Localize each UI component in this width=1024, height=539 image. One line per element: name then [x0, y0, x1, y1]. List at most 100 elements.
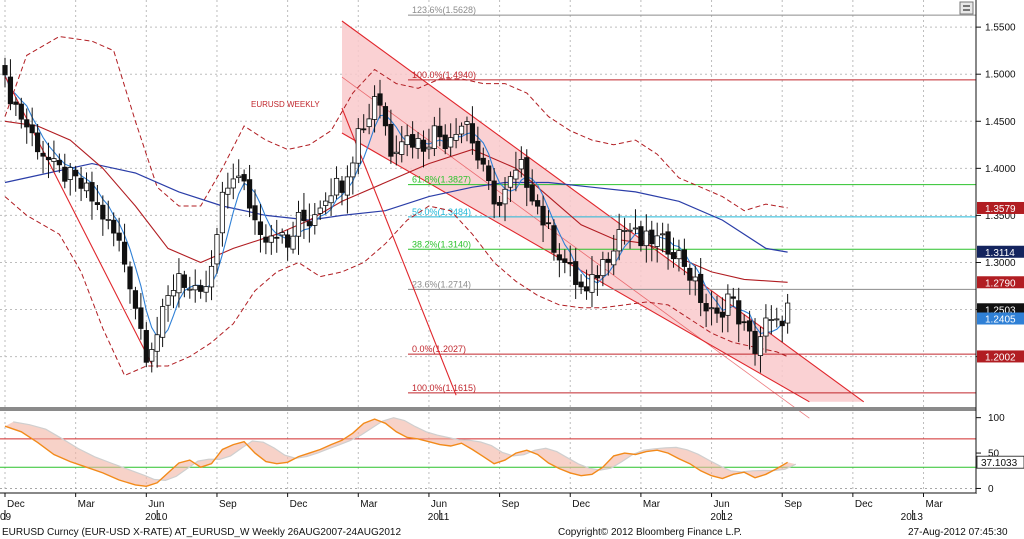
fib-level-label: 123.6%(1.5628): [412, 5, 476, 15]
price-tick-label: 1.4000: [985, 164, 1016, 175]
candle-up: [643, 230, 649, 247]
candle-up: [589, 274, 595, 293]
candle-up: [312, 214, 318, 226]
instrument-footer: EURUSD Curncy (EUR-USD X-RATE) AT_EURUSD…: [2, 527, 401, 538]
candle-down: [687, 267, 693, 281]
candle-up: [600, 259, 606, 277]
candle-down: [18, 103, 24, 120]
fib-level-label: 38.2%(1.3140): [412, 239, 471, 249]
osc-tick-label: 50: [988, 449, 1000, 460]
price-panel: 123.6%(1.5628) 100.0%(1.4940) 61.8%(1.3827…: [2, 5, 976, 419]
candle-down: [127, 266, 133, 290]
candle-up: [621, 230, 628, 232]
candle-down: [698, 273, 704, 303]
candle-up: [725, 293, 731, 316]
candle-down: [442, 134, 448, 149]
time-axis-bg: [0, 493, 976, 521]
osc-tick-label: 100: [988, 413, 1005, 424]
month-label: Dec: [7, 499, 25, 510]
candle-down: [420, 139, 427, 152]
candle-down: [703, 303, 709, 312]
candle-up: [518, 159, 524, 170]
candle-up: [774, 318, 780, 321]
candle-down: [382, 106, 389, 127]
candle-up: [426, 146, 432, 150]
candle-down: [573, 261, 579, 285]
year-label: 09: [0, 512, 12, 523]
lower-band: [4, 196, 788, 377]
candle-up: [458, 125, 465, 135]
candle-up: [192, 285, 198, 291]
price-badge: [977, 312, 1024, 325]
trend-lines: [4, 75, 457, 396]
candle-down: [551, 225, 557, 253]
fib-level-label: 100.0%(1.1615): [412, 383, 476, 393]
chart-options-icon[interactable]: [959, 1, 974, 15]
candle-down: [714, 307, 720, 314]
year-label: 2012: [710, 512, 733, 523]
candle-up: [676, 250, 682, 260]
candle-down: [7, 76, 14, 105]
upper-band: [4, 35, 788, 212]
time-axis: Dec Mar Jun Sep Dec Mar Jun Sep Dec Mar Jun Sep Dec M…: [0, 492, 976, 523]
candle-down: [301, 209, 307, 222]
candle-up: [208, 265, 215, 288]
candle-down: [496, 202, 503, 206]
candle-up: [317, 207, 323, 214]
candle-down: [545, 222, 552, 225]
month-label: Jun: [148, 499, 164, 510]
channel-mid-line: [341, 76, 810, 419]
channel-upper-line: [341, 20, 865, 403]
candle-up: [295, 211, 302, 237]
candle-up: [431, 125, 437, 149]
candle-down: [306, 221, 312, 227]
candle-up: [453, 133, 459, 141]
candle-down: [361, 128, 367, 131]
candle-up: [464, 121, 470, 125]
price-badge-label: 1.2503: [985, 305, 1016, 316]
osc-tick-label: 0: [988, 484, 994, 495]
candle-down: [377, 93, 383, 106]
month-label: Mar: [78, 499, 96, 510]
month-label: Mar: [643, 499, 661, 510]
fib-level-label: 0.0%(1.2027): [412, 344, 466, 354]
candle-up: [67, 167, 73, 180]
osc-value-badge: [976, 455, 1024, 469]
candle-up: [708, 307, 715, 310]
price-badge-label: 1.2405: [985, 315, 1016, 326]
candle-up: [160, 306, 166, 338]
oscillator-panel: [0, 417, 976, 489]
price-tick-label: 1.3000: [985, 258, 1016, 269]
candle-down: [24, 119, 30, 128]
year-label: 2010: [145, 512, 168, 523]
candlesticks: [2, 57, 791, 373]
candle-down: [138, 307, 144, 329]
candle-up: [399, 141, 405, 155]
candle-down: [121, 241, 128, 265]
month-label: Jun: [714, 499, 730, 510]
candle-down: [638, 226, 644, 247]
candle-down: [491, 180, 497, 205]
candle-down: [94, 202, 100, 205]
timestamp-text: 27-Aug-2012 07:45:30: [908, 527, 1008, 538]
candle-down: [437, 125, 443, 138]
candle-down: [246, 179, 253, 209]
candle-up: [502, 188, 508, 205]
candle-up: [279, 232, 285, 236]
candle-up: [230, 178, 236, 189]
candle-up: [785, 302, 791, 324]
candle-down: [274, 236, 280, 239]
price-badge: [977, 245, 1024, 258]
fib-level-label: 100.0%(1.4940): [412, 70, 476, 80]
candle-down: [752, 330, 758, 354]
candle-down: [480, 157, 486, 165]
candle-up: [654, 235, 660, 247]
month-label: Mar: [926, 499, 944, 510]
price-badge-label: 1.2002: [985, 352, 1016, 363]
candle-up: [660, 233, 666, 236]
price-badge: [977, 350, 1024, 363]
candle-down: [89, 182, 95, 202]
candle-up: [768, 319, 774, 321]
candle-up: [51, 158, 57, 162]
